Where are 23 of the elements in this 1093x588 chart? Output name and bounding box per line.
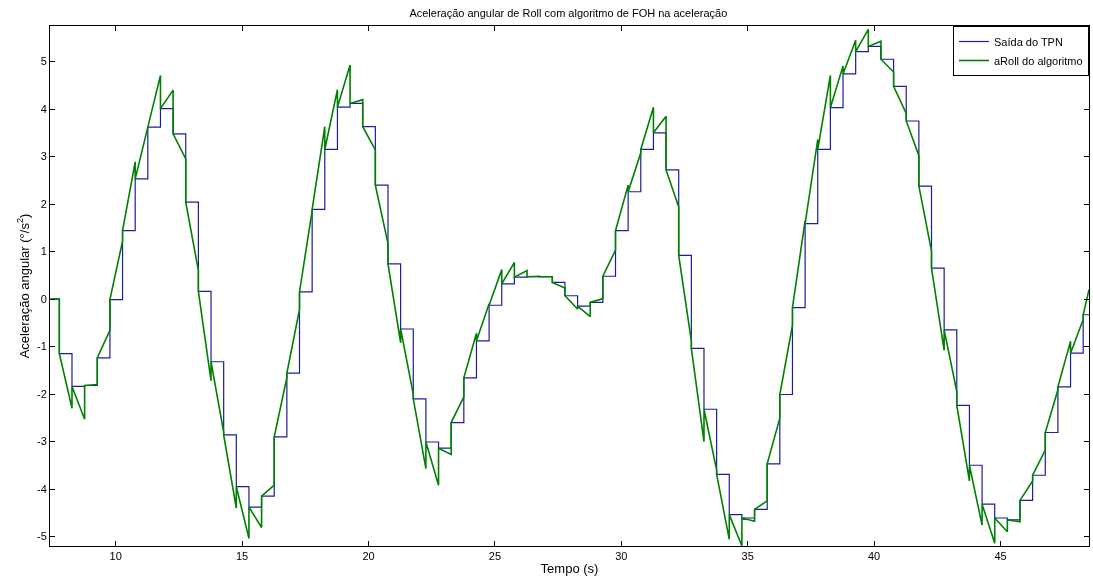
y-tick-label: 1 [40, 245, 47, 258]
y-tick-label: -4 [37, 482, 47, 495]
y-tick-label: 4 [40, 102, 47, 115]
x-tick-label: 15 [236, 550, 249, 563]
legend-label: aRoll do algoritmo [994, 54, 1083, 67]
legend-label: Saída do TPN [994, 35, 1063, 48]
x-tick-label: 20 [362, 550, 375, 563]
x-axis-title: Tempo (s) [540, 560, 599, 576]
y-tick-label: -1 [37, 340, 47, 353]
x-tick-label: 45 [994, 550, 1007, 563]
x-tick-label: 10 [109, 550, 122, 563]
chart-title: Aceleração angular de Roll com algoritmo de FOH na aceleração [409, 6, 728, 19]
y-tick-label: -2 [37, 387, 47, 400]
y-tick-label: 3 [40, 150, 47, 163]
x-tick-label: 35 [741, 550, 754, 563]
x-tick-label: 40 [867, 550, 881, 563]
y-tick-label: 2 [40, 197, 47, 210]
x-tick-label: 30 [615, 550, 628, 563]
y-tick-label: 5 [40, 55, 47, 68]
y-tick-label: -5 [37, 530, 47, 543]
y-tick-label: -3 [37, 435, 47, 448]
x-tick-label: 25 [488, 550, 502, 563]
y-tick-label: 0 [40, 292, 47, 305]
